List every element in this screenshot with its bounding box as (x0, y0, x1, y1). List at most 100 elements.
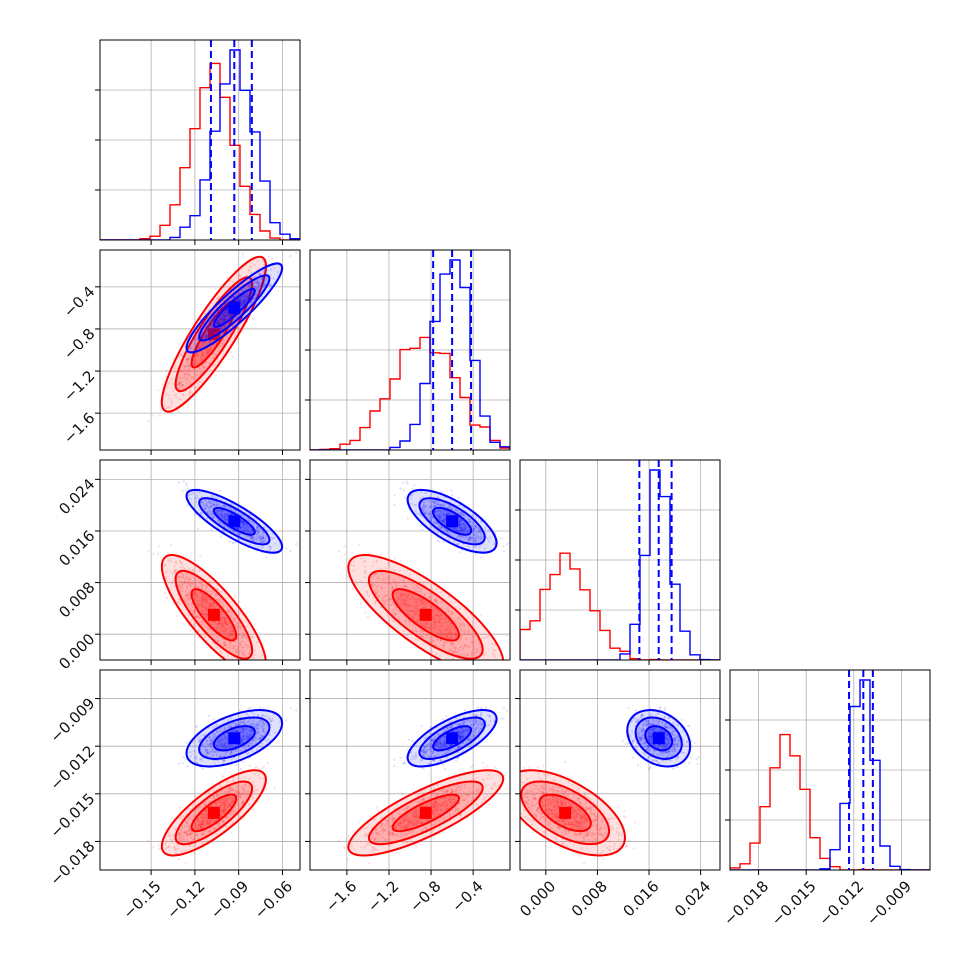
sample-point (167, 552, 169, 554)
sample-point (274, 787, 276, 789)
sample-point (444, 664, 446, 666)
sample-point (165, 370, 167, 372)
sample-point (232, 355, 234, 357)
sample-point (289, 550, 291, 552)
sample-point (367, 616, 369, 618)
sample-point (491, 662, 493, 664)
sample-point (248, 663, 250, 665)
sample-point (485, 519, 487, 521)
sample-point (256, 766, 258, 768)
sample-point (437, 540, 439, 542)
sample-point (217, 671, 219, 673)
sample-point (185, 862, 187, 864)
sample-point (152, 846, 154, 848)
sample-point (479, 675, 481, 677)
sample-point (486, 675, 488, 677)
sample-point (407, 517, 409, 519)
sample-point (234, 661, 236, 663)
sample-point (246, 321, 248, 323)
sample-point (158, 545, 160, 547)
sample-point (187, 358, 189, 360)
sample-point (233, 542, 235, 544)
sample-point (216, 298, 218, 300)
sample-point (219, 490, 221, 492)
sample-point (249, 765, 251, 767)
sample-point (463, 671, 465, 673)
sample-point (265, 556, 267, 558)
sample-point (478, 661, 480, 663)
sample-point (189, 630, 191, 632)
sample-point (181, 490, 183, 492)
sample-point (181, 355, 183, 357)
sample-point (178, 410, 180, 412)
sample-point (170, 544, 172, 546)
sample-point (498, 666, 500, 668)
sample-point (402, 481, 404, 483)
sample-point (351, 552, 353, 554)
sample-point (178, 858, 180, 860)
sample-point (475, 553, 477, 555)
sample-point (187, 488, 189, 490)
sample-point (195, 354, 197, 356)
sample-point (421, 529, 423, 531)
sample-point (230, 831, 232, 833)
density-peak (228, 515, 240, 527)
sample-point (183, 480, 185, 482)
sample-point (485, 703, 487, 705)
sample-point (394, 557, 396, 559)
sample-point (152, 553, 154, 555)
sample-point (393, 494, 395, 496)
sample-point (187, 504, 189, 506)
sample-point (451, 494, 453, 496)
sample-point (185, 482, 187, 484)
sample-point (226, 337, 228, 339)
sample-point (253, 666, 255, 668)
sample-point (442, 541, 444, 543)
sample-point (505, 635, 507, 637)
sample-point (406, 482, 408, 484)
sample-point (250, 675, 252, 677)
sample-point (176, 615, 178, 617)
sample-point (451, 490, 453, 492)
sample-point (157, 389, 159, 391)
sample-point (244, 671, 246, 673)
sample-point (158, 415, 160, 417)
sample-point (178, 481, 180, 483)
sample-point (352, 588, 354, 590)
sample-point (338, 550, 340, 552)
sample-point (206, 351, 208, 353)
density-panel-2-1 (333, 478, 519, 705)
sample-point (263, 675, 265, 677)
sample-point (215, 288, 217, 290)
sample-point (406, 480, 408, 482)
sample-point (499, 672, 501, 674)
sample-point (147, 550, 149, 552)
density-peak (228, 302, 240, 314)
sample-point (215, 374, 217, 376)
sample-point (500, 537, 502, 539)
sample-point (211, 529, 213, 531)
sample-point (257, 666, 259, 668)
sample-point (229, 541, 231, 543)
sample-point (193, 852, 195, 854)
sample-point (503, 545, 505, 547)
sample-point (400, 560, 402, 562)
sample-point (274, 662, 276, 664)
sample-point (267, 661, 269, 663)
sample-point (343, 545, 345, 547)
sample-point (230, 351, 232, 353)
panel-3-3 (725, 670, 930, 875)
sample-point (178, 356, 180, 358)
sample-point (481, 672, 483, 674)
density-panel-1-0 (147, 246, 297, 422)
sample-point (482, 661, 484, 663)
sample-point (399, 488, 401, 490)
sample-point (263, 666, 265, 668)
sample-point (491, 672, 493, 674)
sample-point (166, 597, 168, 599)
sample-point (246, 318, 248, 320)
sample-point (255, 672, 257, 674)
sample-point (467, 671, 469, 673)
sample-point (486, 666, 488, 668)
sample-point (263, 765, 265, 767)
